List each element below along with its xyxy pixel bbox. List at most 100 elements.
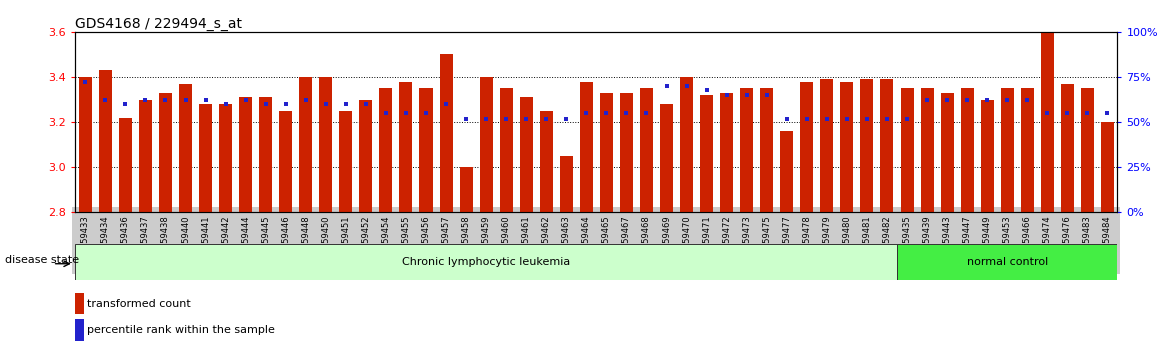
Point <box>537 116 556 121</box>
Bar <box>981 99 994 212</box>
Bar <box>279 111 292 212</box>
Bar <box>901 88 914 212</box>
Point <box>76 80 95 85</box>
Bar <box>139 99 152 212</box>
Point <box>717 92 736 98</box>
Point <box>1058 110 1077 116</box>
Bar <box>299 77 313 212</box>
Bar <box>620 93 633 212</box>
Bar <box>75 319 83 341</box>
Bar <box>940 93 954 212</box>
Text: GDS4168 / 229494_s_at: GDS4168 / 229494_s_at <box>75 17 242 31</box>
Point <box>617 110 636 116</box>
Bar <box>760 88 774 212</box>
Point <box>918 98 937 103</box>
Point <box>437 101 455 107</box>
Bar <box>740 88 753 212</box>
Point <box>156 98 175 103</box>
Bar <box>1101 122 1114 212</box>
Bar <box>98 70 112 212</box>
Bar <box>880 79 894 212</box>
Point <box>217 101 235 107</box>
Point <box>417 110 435 116</box>
Bar <box>961 88 974 212</box>
Point <box>137 98 155 103</box>
Bar <box>860 79 873 212</box>
Bar <box>780 131 793 212</box>
Bar <box>359 99 373 212</box>
Point <box>977 98 996 103</box>
Point <box>577 110 595 116</box>
Point <box>697 87 716 92</box>
Point <box>116 101 134 107</box>
Text: disease state: disease state <box>5 255 79 265</box>
Point <box>1098 110 1116 116</box>
Point <box>1078 110 1097 116</box>
Point <box>456 116 475 121</box>
Point <box>176 98 195 103</box>
Bar <box>199 104 212 212</box>
Point <box>738 92 756 98</box>
Bar <box>520 97 533 212</box>
Bar <box>339 111 352 212</box>
Point <box>677 83 696 89</box>
Point <box>256 101 274 107</box>
Point <box>497 116 515 121</box>
Text: transformed count: transformed count <box>87 298 190 309</box>
Bar <box>1001 88 1013 212</box>
Bar <box>800 81 813 212</box>
Point <box>878 116 896 121</box>
Bar <box>640 88 653 212</box>
Bar <box>820 79 834 212</box>
Bar <box>701 95 713 212</box>
Bar <box>79 77 91 212</box>
Point <box>598 110 616 116</box>
Point <box>897 116 916 121</box>
Bar <box>540 111 552 212</box>
Point <box>477 116 496 121</box>
Bar <box>479 77 492 212</box>
Point <box>798 116 816 121</box>
Point <box>96 98 115 103</box>
Point <box>938 98 957 103</box>
Point <box>658 83 676 89</box>
Point <box>357 101 375 107</box>
Point <box>1038 110 1056 116</box>
Point <box>858 116 877 121</box>
Bar <box>380 88 393 212</box>
Point <box>196 98 215 103</box>
Bar <box>559 156 573 212</box>
Bar <box>1041 32 1054 212</box>
Point <box>998 98 1017 103</box>
Bar <box>1020 88 1034 212</box>
Bar <box>600 93 613 212</box>
Point <box>337 101 356 107</box>
Text: Chronic lymphocytic leukemia: Chronic lymphocytic leukemia <box>402 257 570 267</box>
Bar <box>921 88 933 212</box>
Bar <box>75 293 83 314</box>
Bar <box>419 88 433 212</box>
Bar <box>720 93 733 212</box>
Point <box>757 92 776 98</box>
Bar <box>259 97 272 212</box>
Point <box>818 116 836 121</box>
Bar <box>119 118 132 212</box>
Point <box>557 116 576 121</box>
Point <box>316 101 335 107</box>
Bar <box>460 167 472 212</box>
Bar <box>219 104 232 212</box>
Point <box>958 98 976 103</box>
Text: normal control: normal control <box>967 257 1048 267</box>
Bar <box>580 81 593 212</box>
Point <box>837 116 856 121</box>
Point <box>777 116 796 121</box>
Point <box>516 116 535 121</box>
Bar <box>75 244 897 280</box>
Point <box>397 110 416 116</box>
Bar <box>400 81 412 212</box>
Point <box>277 101 295 107</box>
Bar <box>1080 88 1094 212</box>
Point <box>376 110 395 116</box>
Point <box>1018 98 1036 103</box>
Bar <box>320 77 332 212</box>
